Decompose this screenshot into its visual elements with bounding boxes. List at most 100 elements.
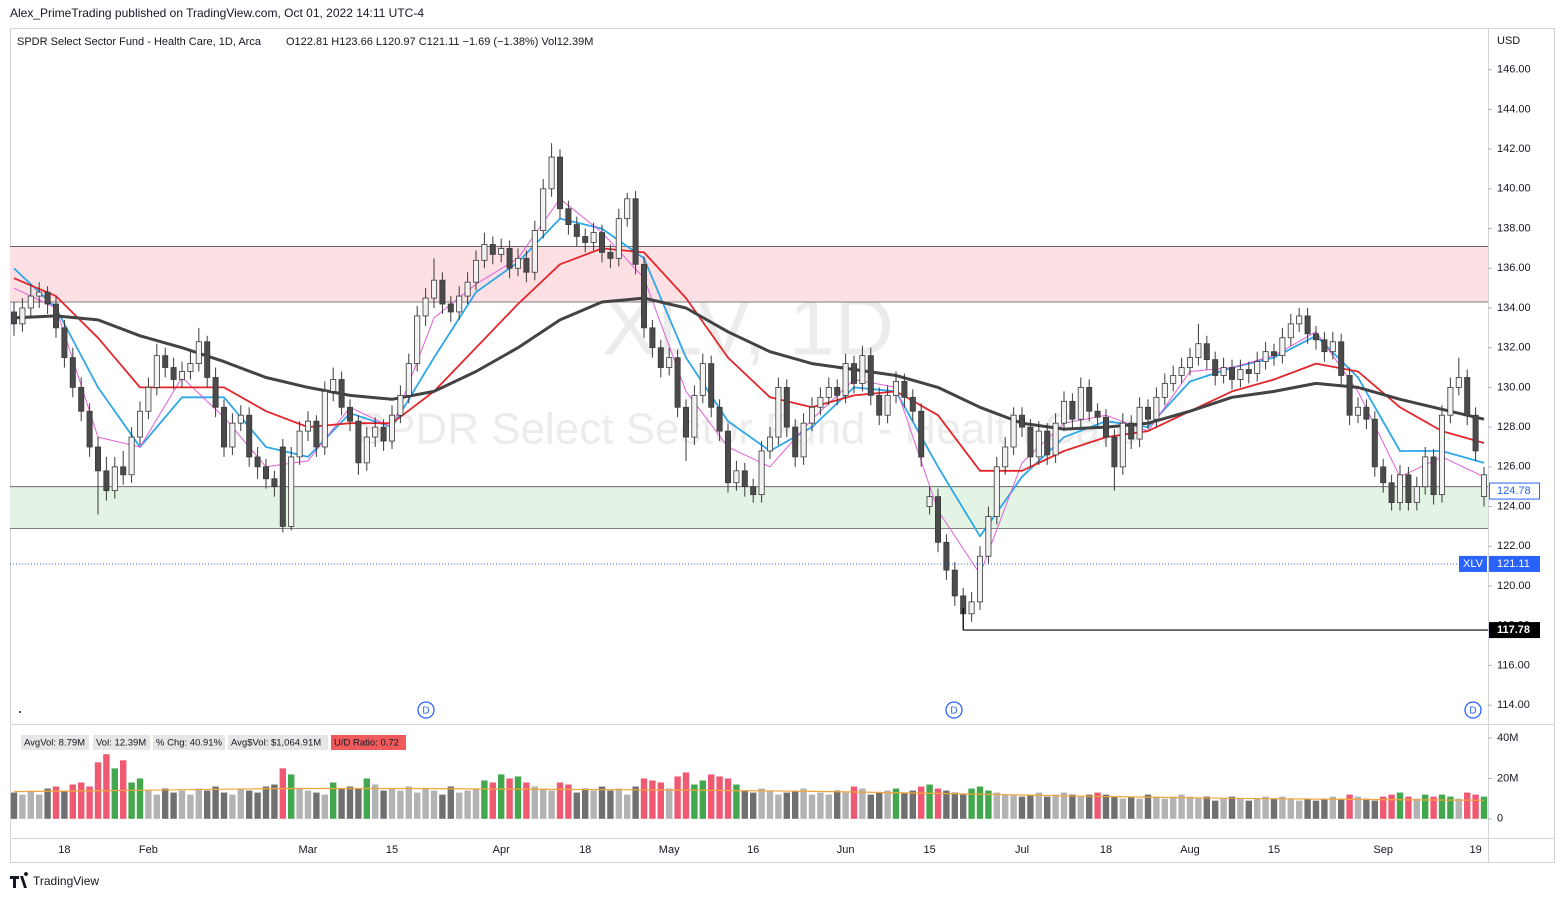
volume-bar (1086, 794, 1093, 819)
volume-bar (1102, 794, 1110, 819)
volume-tick-label: 0 (1497, 813, 1503, 825)
badge-text: % Chg: 40.91% (156, 738, 223, 749)
badge (228, 735, 328, 750)
candle-body (842, 363, 849, 396)
candle-body (237, 414, 244, 424)
symbol-tag-label: XLV (1463, 558, 1484, 570)
volume-bar (313, 792, 320, 819)
volume-bar (901, 792, 908, 819)
candle-body (1329, 341, 1336, 353)
candle-body (313, 420, 320, 448)
candle-body (53, 303, 60, 329)
candle-body (1472, 414, 1479, 452)
volume-bar (170, 792, 177, 819)
x-tick-label: 15 (386, 844, 398, 856)
volume-bar (859, 788, 866, 819)
volume-bar (1304, 798, 1311, 819)
volume-bar (321, 794, 328, 819)
volume-bar (976, 786, 984, 819)
candle-body (27, 295, 34, 309)
candle-body (288, 456, 295, 527)
volume-bar (834, 790, 841, 819)
volume-bar (430, 790, 438, 819)
candle-body (296, 430, 303, 458)
volume-bar (1270, 798, 1278, 819)
candle-body (708, 363, 715, 408)
candle-body (901, 381, 908, 398)
candle-body (170, 367, 177, 380)
volume-bar (951, 792, 958, 819)
volume-bar (783, 792, 790, 819)
candle-body (985, 516, 992, 557)
volume-bar (1228, 796, 1236, 819)
candle-body (1254, 361, 1261, 374)
candle-body (867, 355, 874, 396)
candle-body (1296, 315, 1303, 325)
candle-body (10, 311, 17, 325)
watermark-name: SPDR Select Sector Fund - Health Care (357, 405, 1140, 454)
candle-body (531, 230, 538, 273)
volume-bar (1422, 794, 1429, 819)
volume-bar (565, 784, 572, 819)
volume-bar (775, 794, 782, 819)
volume-bar (1060, 792, 1068, 819)
volume-bar (229, 794, 236, 819)
candle-body (220, 406, 227, 448)
volume-bar (363, 778, 370, 819)
volume-bar (10, 792, 18, 819)
volume-bar (439, 794, 446, 819)
candle-body (548, 156, 555, 190)
dividend-icon[interactable] (945, 701, 963, 719)
candle-body (506, 248, 513, 269)
dividend-icon[interactable] (417, 701, 435, 719)
candle-body (422, 297, 429, 317)
candle-body (1002, 446, 1009, 468)
volume-bar (405, 786, 412, 819)
volume-bar (817, 792, 824, 819)
candle-body (523, 257, 530, 273)
candle-body (1145, 406, 1152, 420)
dividend-icon[interactable] (1464, 701, 1482, 719)
volume-bar (195, 788, 202, 819)
candle-body (1388, 482, 1395, 503)
volume-bar (187, 794, 194, 819)
candle-body (111, 466, 118, 492)
candle-body (918, 410, 925, 458)
moving-average (13, 247, 1485, 472)
dividend-label: D (1469, 706, 1476, 717)
candle-body (380, 426, 387, 442)
price-tag (1489, 622, 1540, 639)
volume-bar (372, 784, 379, 819)
volume-bar (1136, 798, 1143, 819)
volume-bar (766, 790, 774, 819)
volume-bar (136, 778, 144, 819)
price-tag (1489, 482, 1540, 500)
x-tick-label: May (659, 844, 680, 856)
currency: USD (1497, 35, 1520, 47)
candle-body (582, 236, 589, 243)
volume-bar (649, 780, 656, 819)
volume-bar (1203, 796, 1210, 819)
candle-body (405, 363, 412, 396)
x-tick-label: 19 (1469, 844, 1481, 856)
candle-body (1010, 414, 1017, 448)
candle-body (1203, 343, 1210, 361)
candle-body (120, 466, 127, 476)
volume-bar (909, 790, 916, 819)
candle-body (1439, 414, 1446, 496)
volume-bar (1312, 800, 1320, 819)
candle-body (414, 315, 421, 364)
candle-body (212, 377, 219, 408)
candle-body (338, 379, 345, 408)
volume-bar (1438, 794, 1446, 819)
volume-bar (657, 782, 664, 819)
candle-body (1119, 422, 1126, 468)
volume-bar (624, 794, 631, 819)
volume-bar (1380, 796, 1387, 819)
volume-bar (1338, 798, 1345, 819)
x-tick-label: Sep (1373, 844, 1393, 856)
candle-body (187, 363, 194, 372)
candle-body (1094, 410, 1101, 418)
